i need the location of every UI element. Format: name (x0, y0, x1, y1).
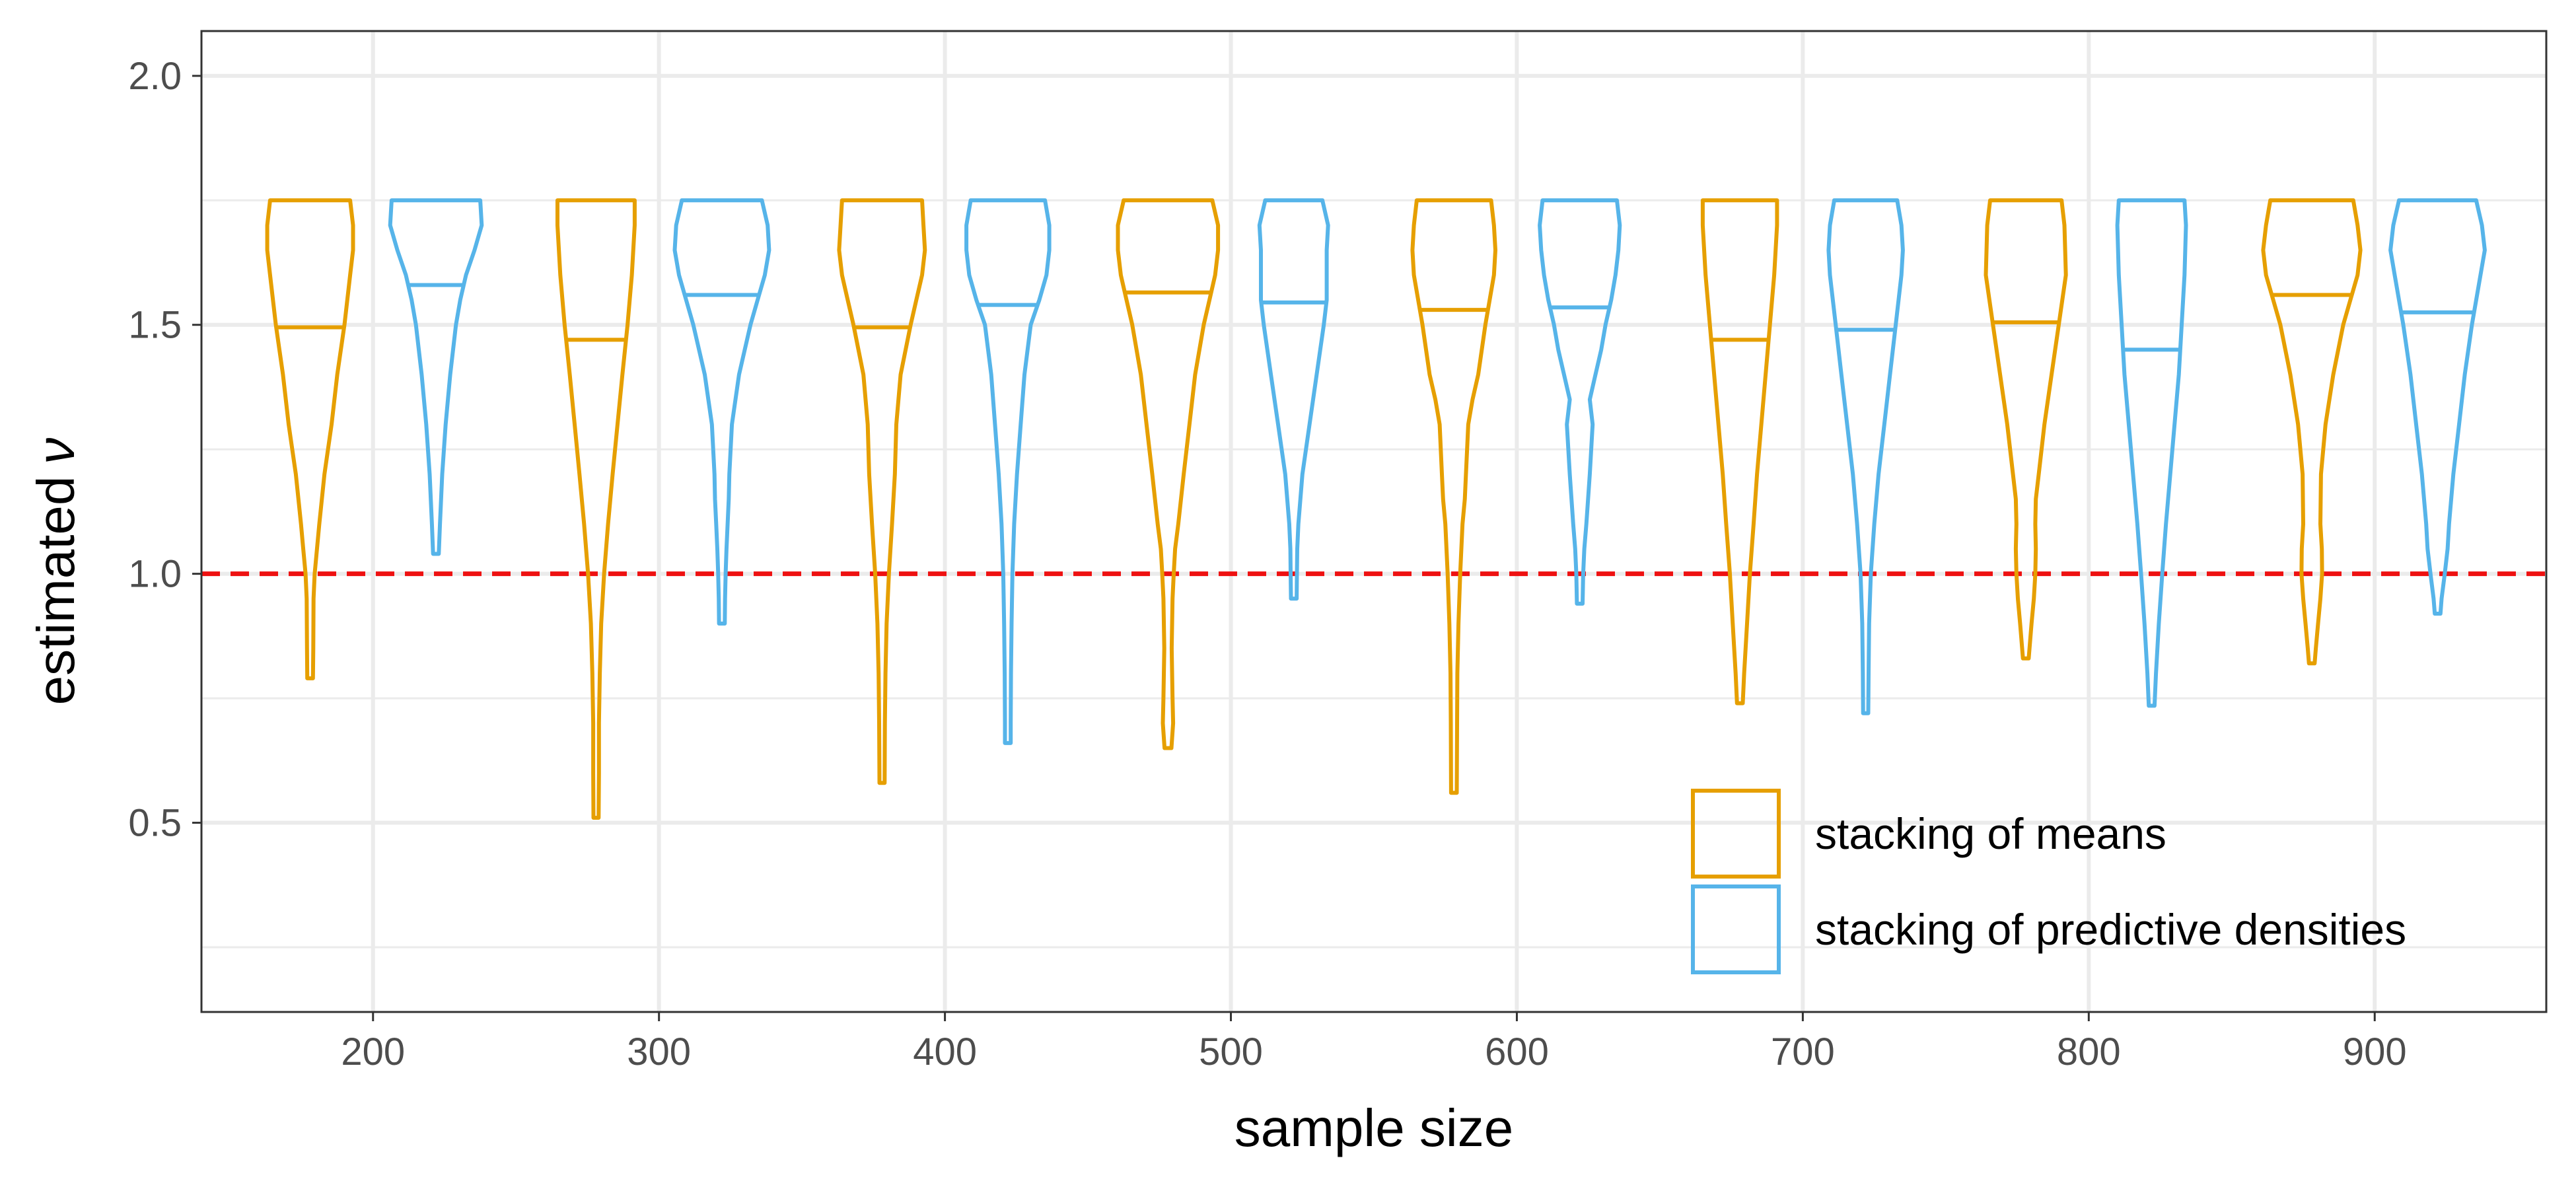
x-axis-title: sample size (1234, 1099, 1513, 1157)
violin-densities-200 (388, 198, 484, 556)
y-tick-label: 2.0 (128, 55, 182, 98)
x-tick-label: 500 (1199, 1030, 1263, 1073)
axes: 0.5 1.0 1.5 2.0 200 300 400 500 600 700 800 900 (128, 55, 2406, 1073)
violin-densities-700 (1826, 198, 1905, 715)
legend: stacking of means stacking of predictive… (1691, 789, 2406, 974)
legend-label-stacking-of-predictive-densities: stacking of predictive densities (1815, 905, 2406, 954)
x-tick-label: 800 (2057, 1030, 2121, 1073)
x-tick-label: 300 (627, 1030, 691, 1073)
violin-densities-400 (964, 198, 1052, 745)
violin-densities-800 (2115, 198, 2188, 708)
violin-means-200 (265, 198, 355, 680)
violin-means-900 (2261, 198, 2363, 666)
violin-means-600 (1410, 198, 1497, 795)
legend-key-stacking-of-predictive-densities (1691, 884, 1781, 974)
x-tick-label: 600 (1485, 1030, 1549, 1073)
y-tick-label: 1.0 (128, 553, 182, 596)
y-tick-label: 1.5 (128, 304, 182, 347)
y-axis-title-text: estimated (26, 476, 85, 705)
violin-means-500 (1116, 198, 1221, 750)
x-tick-label: 900 (2343, 1030, 2407, 1073)
violin-densities-300 (672, 198, 771, 626)
grid-lines (201, 31, 2546, 1012)
violin-means-400 (837, 198, 927, 785)
violin-densities-600 (1538, 198, 1622, 606)
y-axis-title-symbol: ν (26, 438, 85, 464)
y-tick-label: 0.5 (128, 802, 182, 845)
plot-panel-border (200, 30, 2548, 1013)
violin-densities-500 (1257, 198, 1330, 601)
legend-label-stacking-of-means: stacking of means (1815, 809, 2166, 858)
x-tick-label: 400 (913, 1030, 977, 1073)
violin-means-700 (1700, 198, 1779, 705)
x-tick-label: 700 (1771, 1030, 1835, 1073)
violin-means-800 (1984, 198, 2068, 661)
y-axis-title: estimated ν (26, 438, 85, 705)
violins (265, 198, 2487, 820)
violin-densities-900 (2388, 198, 2487, 616)
x-tick-label: 200 (341, 1030, 405, 1073)
violin-means-300 (555, 198, 637, 820)
legend-key-stacking-of-means (1691, 789, 1781, 879)
